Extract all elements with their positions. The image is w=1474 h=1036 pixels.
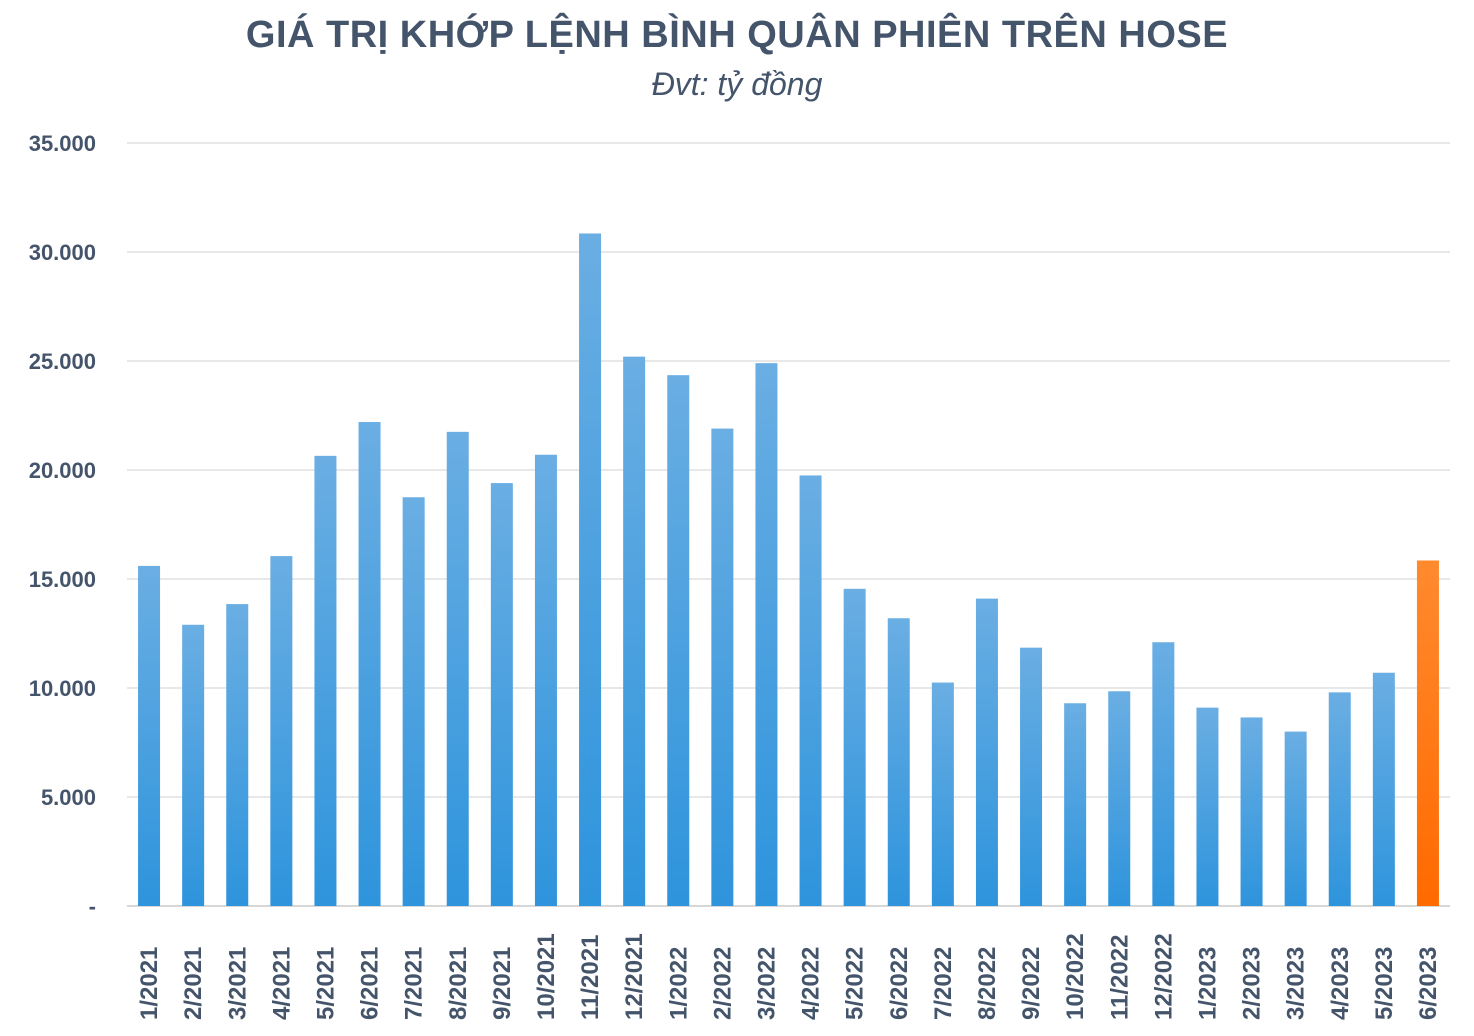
bar xyxy=(1196,707,1219,906)
x-tick-label: 7/2021 xyxy=(401,947,428,1020)
bars xyxy=(138,233,1439,907)
x-tick-label: 4/2022 xyxy=(798,947,825,1020)
x-tick-label: 6/2021 xyxy=(357,947,384,1020)
bar xyxy=(534,454,557,906)
bar xyxy=(843,588,866,906)
y-tick-label: 10.000 xyxy=(29,676,96,701)
x-tick-label: 11/2022 xyxy=(1106,935,1133,1020)
bar xyxy=(1372,672,1395,906)
x-tick-label: 3/2022 xyxy=(753,947,780,1020)
bar xyxy=(314,455,337,906)
bar xyxy=(1020,647,1043,906)
bar xyxy=(1152,642,1175,906)
y-tick-label: 35.000 xyxy=(29,131,96,156)
x-axis: 1/2021 2/2021 3/2021 4/2021 5/2021 6/2021 7/20… xyxy=(136,933,1442,1020)
x-tick-label: 6/2022 xyxy=(886,947,913,1020)
x-tick-label: 10/2021 xyxy=(533,933,560,1020)
x-tick-label: 7/2022 xyxy=(930,947,957,1020)
x-tick-label: 1/2022 xyxy=(665,947,692,1020)
x-tick-label: 4/2021 xyxy=(268,947,295,1020)
x-tick-label: 5/2021 xyxy=(312,947,339,1020)
x-tick-label: 12/2021 xyxy=(621,933,648,1020)
y-tick-label: 5.000 xyxy=(41,785,96,810)
x-tick-label: 2/2023 xyxy=(1239,947,1266,1020)
bar xyxy=(799,475,822,906)
bar xyxy=(138,565,161,906)
bar xyxy=(1284,731,1307,906)
x-tick-label: 12/2022 xyxy=(1150,933,1177,1020)
bar xyxy=(270,556,293,906)
bar xyxy=(931,682,954,906)
x-tick-label: 10/2022 xyxy=(1062,933,1089,1020)
y-tick-label: 25.000 xyxy=(29,349,96,374)
bar xyxy=(402,497,425,906)
x-tick-label: 1/2023 xyxy=(1194,947,1221,1020)
bar xyxy=(182,624,205,906)
bar xyxy=(623,356,646,906)
x-tick-label: 8/2022 xyxy=(974,947,1001,1020)
y-tick-label: 30.000 xyxy=(29,240,96,265)
bar xyxy=(667,375,690,906)
bar xyxy=(490,483,513,906)
bar xyxy=(446,431,469,906)
x-tick-label: 3/2023 xyxy=(1283,947,1310,1020)
bar xyxy=(579,233,602,907)
x-tick-label: 6/2023 xyxy=(1415,947,1442,1020)
gridlines xyxy=(127,142,1450,907)
x-tick-label: 1/2021 xyxy=(136,947,163,1020)
bar xyxy=(887,618,910,906)
x-tick-label: 5/2023 xyxy=(1371,947,1398,1020)
y-tick-label: 20.000 xyxy=(29,458,96,483)
x-tick-label: 11/2021 xyxy=(577,935,604,1020)
bar xyxy=(1064,703,1087,906)
x-tick-label: 9/2021 xyxy=(489,947,516,1020)
x-tick-label: 2/2021 xyxy=(180,947,207,1020)
y-tick-label: 15.000 xyxy=(29,567,96,592)
bar xyxy=(975,598,998,906)
x-tick-label: 4/2023 xyxy=(1327,947,1354,1020)
x-tick-label: 8/2021 xyxy=(445,947,472,1020)
bar xyxy=(755,363,778,906)
bar-highlight xyxy=(1416,560,1439,906)
x-tick-label: 5/2022 xyxy=(842,947,869,1020)
bar xyxy=(1108,691,1131,906)
bar xyxy=(226,604,249,906)
y-axis: - 5.000 10.000 15.000 20.000 25.000 30.000 35.0… xyxy=(29,131,96,919)
x-tick-label: 9/2022 xyxy=(1018,947,1045,1020)
bar xyxy=(1240,717,1263,906)
x-tick-label: 2/2022 xyxy=(709,947,736,1020)
y-tick-label: - xyxy=(89,894,96,919)
bar xyxy=(358,422,381,906)
bar xyxy=(1328,692,1351,906)
x-tick-label: 3/2021 xyxy=(224,947,251,1020)
chart-subtitle: Đvt: tỷ đồng xyxy=(651,66,823,102)
chart-title: GIÁ TRỊ KHỚP LỆNH BÌNH QUÂN PHIÊN TRÊN H… xyxy=(245,14,1229,56)
bar xyxy=(711,428,734,906)
